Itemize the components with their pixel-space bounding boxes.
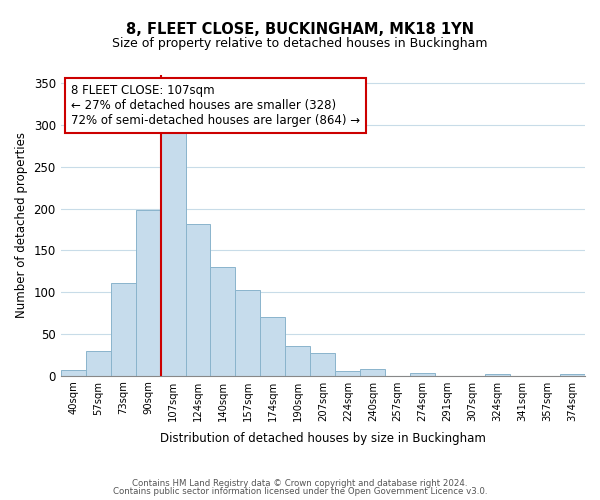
- Bar: [335, 372, 360, 376]
- Text: 8 FLEET CLOSE: 107sqm
← 27% of detached houses are smaller (328)
72% of semi-det: 8 FLEET CLOSE: 107sqm ← 27% of detached …: [71, 84, 360, 127]
- Bar: [360, 369, 385, 376]
- Bar: [86, 352, 110, 376]
- X-axis label: Distribution of detached houses by size in Buckingham: Distribution of detached houses by size …: [160, 432, 486, 445]
- Bar: [161, 131, 185, 376]
- Bar: [286, 346, 310, 376]
- Bar: [211, 267, 235, 376]
- Bar: [260, 317, 286, 376]
- Bar: [485, 374, 510, 376]
- Bar: [410, 373, 435, 376]
- Bar: [136, 210, 161, 376]
- Text: Contains public sector information licensed under the Open Government Licence v3: Contains public sector information licen…: [113, 487, 487, 496]
- Text: Size of property relative to detached houses in Buckingham: Size of property relative to detached ho…: [112, 38, 488, 51]
- Bar: [235, 290, 260, 376]
- Bar: [310, 353, 335, 376]
- Bar: [560, 374, 585, 376]
- Text: 8, FLEET CLOSE, BUCKINGHAM, MK18 1YN: 8, FLEET CLOSE, BUCKINGHAM, MK18 1YN: [126, 22, 474, 38]
- Bar: [110, 283, 136, 376]
- Bar: [185, 224, 211, 376]
- Bar: [61, 370, 86, 376]
- Y-axis label: Number of detached properties: Number of detached properties: [15, 132, 28, 318]
- Text: Contains HM Land Registry data © Crown copyright and database right 2024.: Contains HM Land Registry data © Crown c…: [132, 478, 468, 488]
